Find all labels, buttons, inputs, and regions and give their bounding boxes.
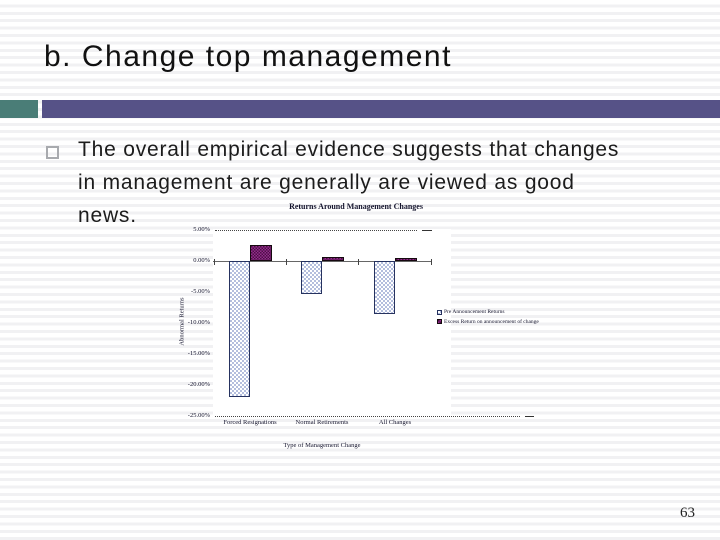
gridline-0 (215, 230, 417, 231)
bar-announcement-2 (395, 257, 417, 261)
legend-row-1: Excess Return on announcement of change (437, 319, 547, 325)
legend-label-1: Excess Return on announcement of change (444, 318, 539, 325)
gridline-6 (215, 416, 520, 417)
y-axis-title: Abnormal Returns (178, 297, 186, 346)
chart-title: Returns Around Management Changes (289, 202, 423, 211)
slide-title: b. Change top management (44, 40, 452, 73)
y-tick-label: -5.00% (191, 288, 210, 295)
x-category-label: All Changes (378, 419, 412, 426)
zero-axis-line (213, 261, 431, 262)
category-axis-tick (214, 259, 215, 265)
y-tick-label: -20.00% (187, 381, 210, 388)
y-tick-label: -25.00% (187, 412, 210, 419)
bar-pre-announcement-0 (229, 261, 250, 398)
bullet-line-1: The overall empirical evidence suggests … (78, 138, 620, 161)
bar-announcement-0 (250, 244, 272, 261)
bullet-line-2: in management are generally are viewed a… (78, 171, 575, 194)
bullet-square-icon (46, 146, 59, 159)
category-axis-tick (431, 259, 432, 265)
category-axis-tick (286, 259, 287, 265)
y-tick-label: -15.00% (187, 350, 210, 357)
divider-band-purple (42, 100, 720, 118)
returns-bar-chart: Returns Around Management Changes 5.00% 0.… (176, 198, 548, 456)
page-number: 63 (680, 505, 695, 521)
x-category-label: Normal Retirements (295, 419, 349, 426)
legend-marker-pre-icon (437, 309, 442, 315)
legend-row-0: Pre Announcement Returns (437, 309, 547, 315)
bar-pre-announcement-1 (301, 261, 322, 294)
bar-announcement-1 (322, 257, 344, 261)
legend-marker-announcement-icon (437, 319, 442, 324)
bar-pre-announcement-2 (374, 261, 395, 315)
gridline-end-dash (525, 416, 534, 417)
y-tick-label: -10.00% (187, 319, 210, 326)
y-tick-label: 5.00% (193, 226, 210, 233)
divider-band-teal (0, 100, 38, 118)
category-axis-tick (358, 259, 359, 265)
gridline-end-dash (422, 230, 432, 231)
bullet-line-3: news. (78, 204, 137, 227)
legend-label-0: Pre Announcement Returns (444, 309, 505, 315)
x-category-label: Forced Resignations (223, 419, 277, 426)
x-axis-title: Type of Management Change (283, 442, 361, 449)
bullet-paragraph: The overall empirical evidence suggests … (78, 133, 688, 232)
y-tick-label: 0.00% (193, 257, 210, 264)
